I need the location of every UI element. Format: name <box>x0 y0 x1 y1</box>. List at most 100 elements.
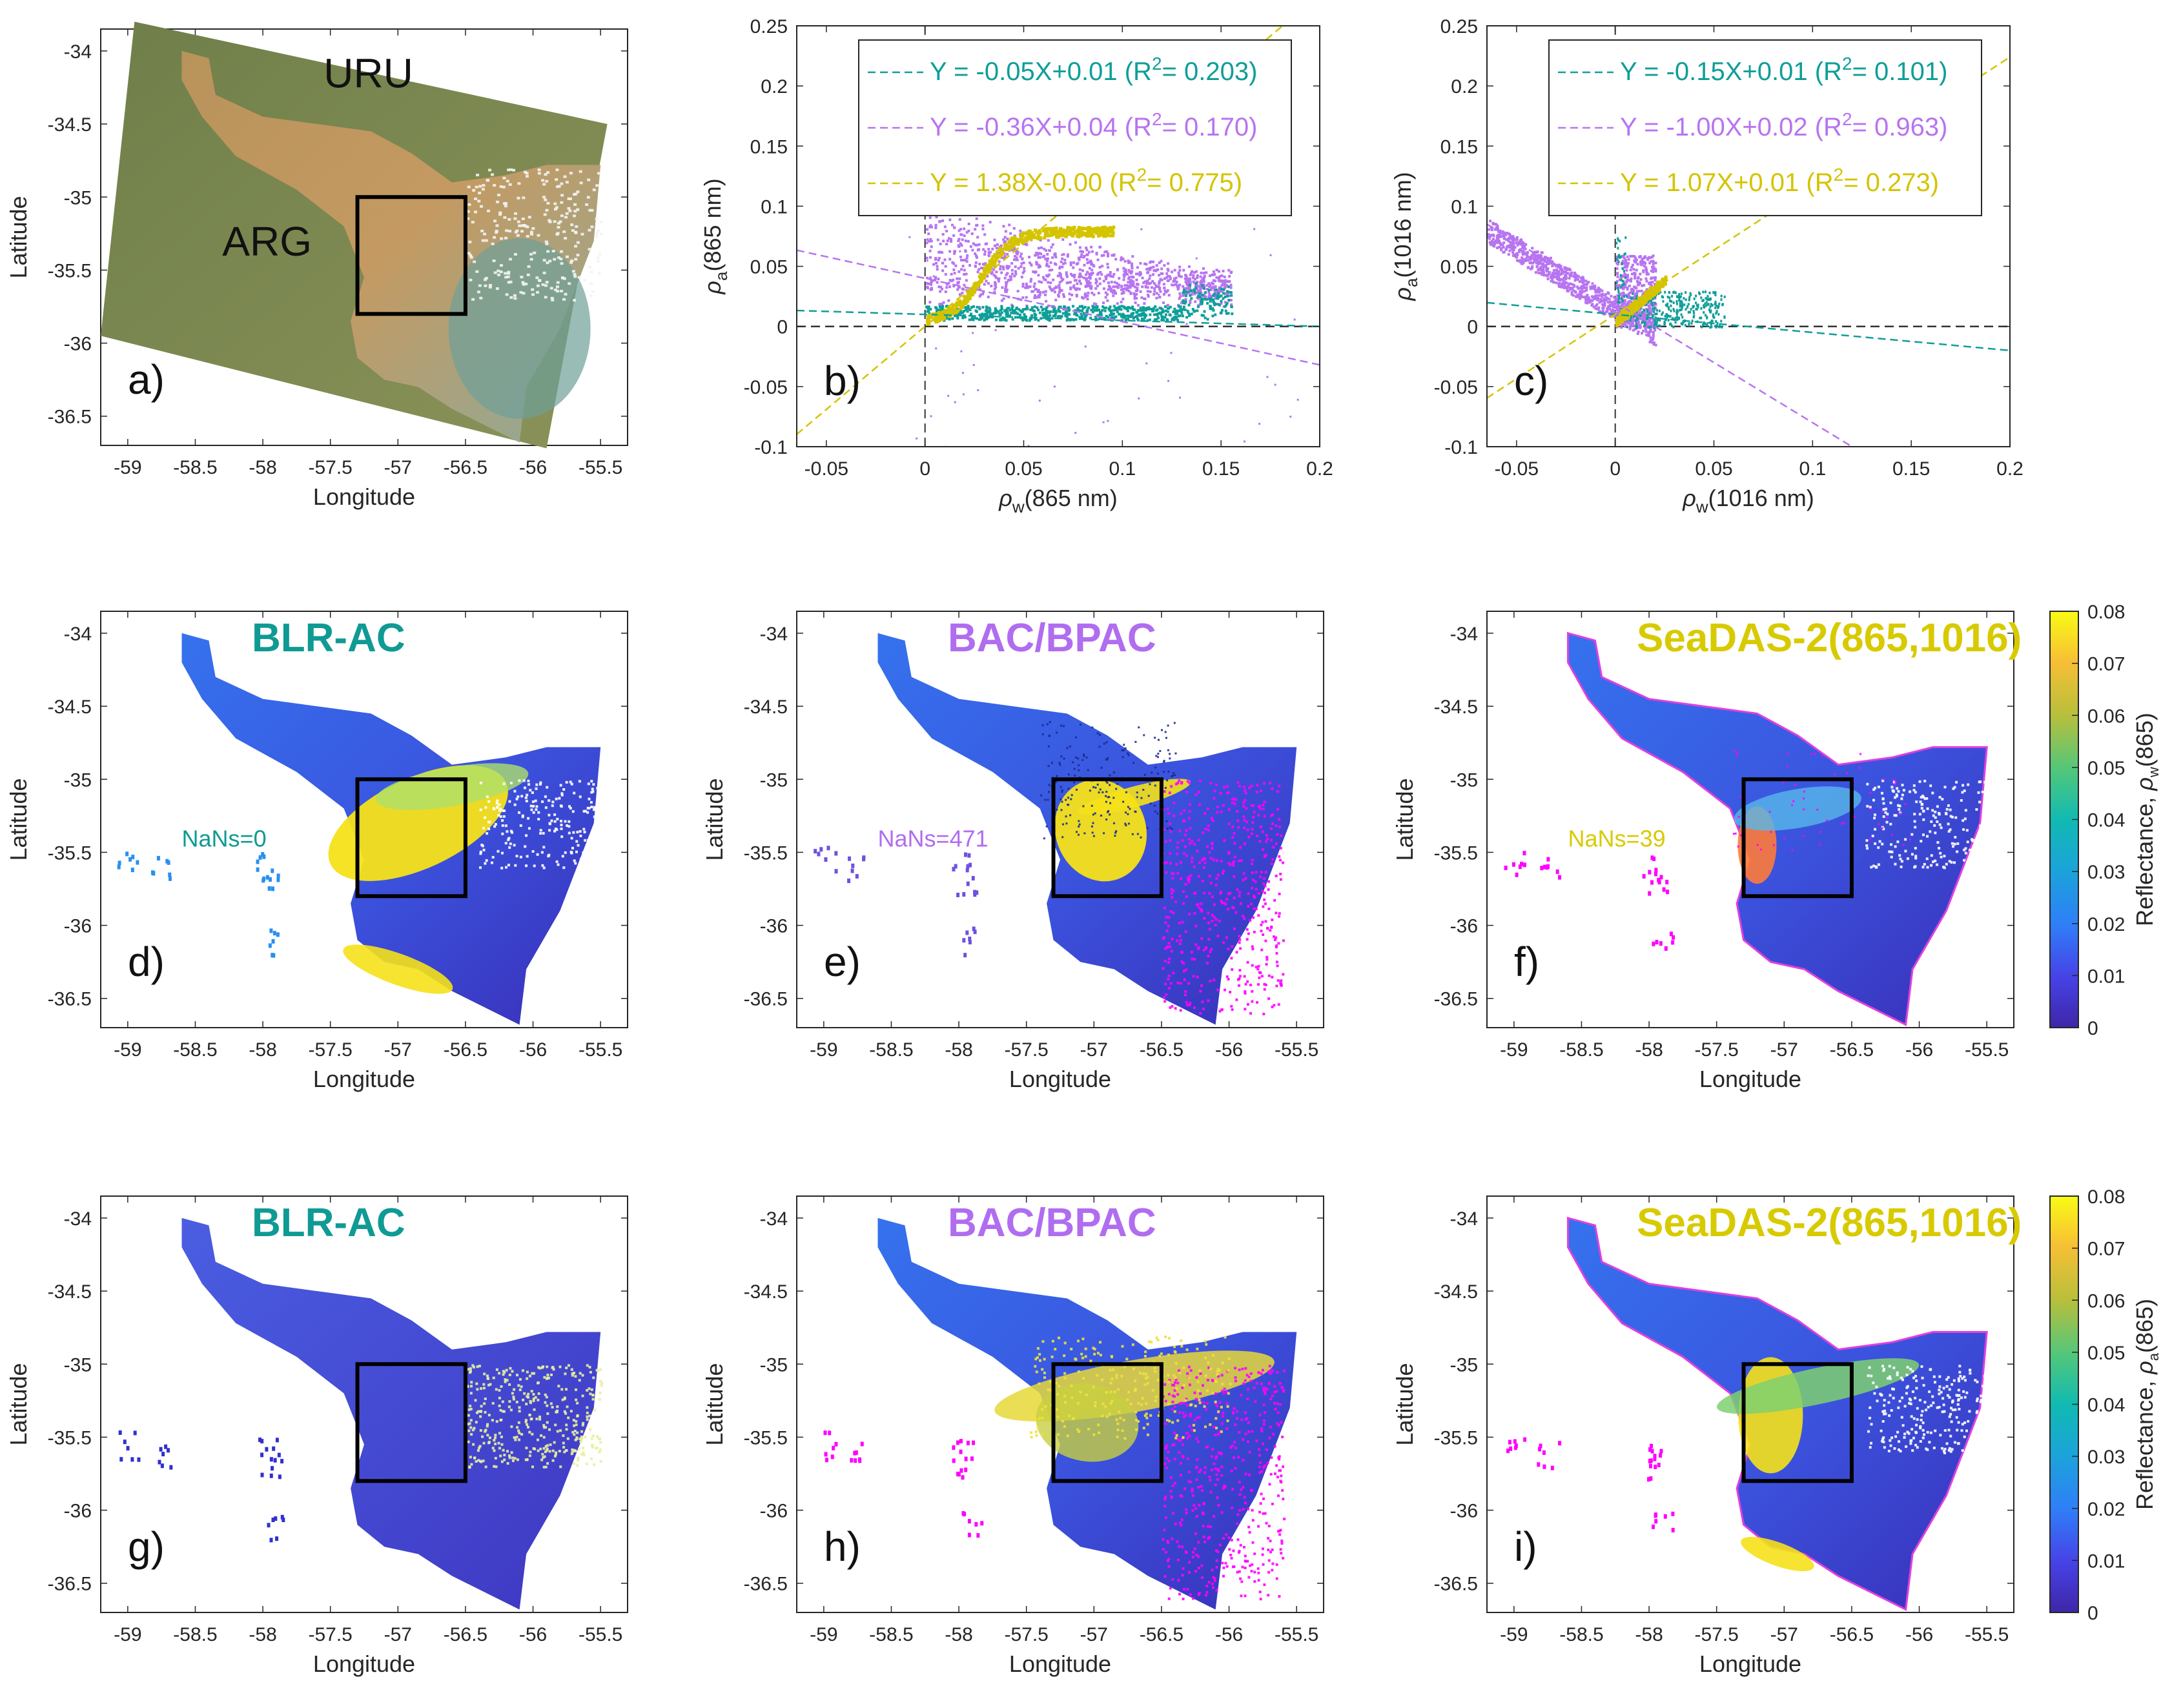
point-bac <box>1030 265 1033 267</box>
point-bac <box>1111 254 1114 257</box>
point-bac <box>1595 289 1599 292</box>
point-bac <box>1293 318 1296 321</box>
legend-equation: Y = 1.07X+0.01 (R <box>1620 168 1834 197</box>
point-seadas <box>1064 235 1068 239</box>
point-blr <box>1081 309 1084 312</box>
point-bac <box>1654 329 1657 332</box>
speckle-pixel <box>591 788 594 791</box>
inland-pixel <box>117 864 121 869</box>
point-bac <box>930 225 933 229</box>
point-bac <box>1202 278 1205 281</box>
cloud-pixel <box>509 168 513 171</box>
cloud-pixel <box>529 252 533 256</box>
point-blr <box>1653 326 1655 329</box>
x-tick-label: -56 <box>519 457 547 478</box>
cloud-pixel <box>548 220 552 223</box>
point-bac <box>1639 272 1642 276</box>
speckle-pixel <box>509 829 513 833</box>
point-bac <box>1129 272 1132 275</box>
x-axis-label: Longitude <box>313 1066 415 1092</box>
panel-d-map: -59 -58.5 -58 -57.5 -57 -56.5 -56 -55.5-34-34.5… <box>5 611 628 1092</box>
point-bac <box>987 296 990 299</box>
point-seadas <box>1066 226 1070 230</box>
point-blr <box>1697 305 1699 309</box>
cloud-pixel <box>548 219 551 222</box>
point-bac <box>1129 283 1132 286</box>
cloud-pixel <box>488 285 492 289</box>
point-blr <box>1650 299 1652 302</box>
point-seadas <box>968 296 972 300</box>
point-bac <box>1650 311 1653 314</box>
point-bac <box>994 283 997 287</box>
point-bac <box>1160 278 1163 281</box>
point-seadas <box>988 259 992 263</box>
point-seadas <box>1620 314 1624 318</box>
point-bac <box>1492 234 1495 238</box>
point-bac <box>1214 294 1217 298</box>
point-seadas <box>959 307 963 310</box>
point-bac <box>972 332 974 334</box>
point-blr <box>1620 279 1623 282</box>
point-bac <box>1598 310 1601 313</box>
point-bac <box>1136 287 1139 290</box>
point-bac <box>1634 298 1637 301</box>
speckle-pixel <box>479 782 482 784</box>
point-bac <box>1637 320 1640 323</box>
cloud-pixel <box>553 202 557 205</box>
point-bac <box>1096 273 1100 276</box>
point-bac <box>958 277 961 280</box>
speckle-pixel <box>536 853 539 856</box>
speckle-pixel <box>579 835 582 837</box>
point-bac <box>996 243 999 246</box>
point-bac <box>1083 254 1086 258</box>
cloud-pixel <box>472 188 476 192</box>
point-blr <box>1050 317 1054 320</box>
point-bac <box>1634 286 1637 289</box>
point-blr <box>1065 312 1068 316</box>
x-tick-label: 0.05 <box>1005 458 1042 480</box>
speckle-pixel <box>491 861 493 864</box>
point-blr <box>1047 315 1050 318</box>
cloud-pixel <box>474 210 478 214</box>
point-seadas <box>947 309 951 312</box>
point-bac <box>1109 274 1112 278</box>
point-bac <box>1652 331 1655 334</box>
x-tick-label: -0.05 <box>804 458 848 480</box>
point-bac <box>1136 303 1140 307</box>
point-bac <box>1623 272 1626 276</box>
point-bac <box>1595 303 1599 306</box>
point-bac <box>1603 301 1606 305</box>
point-blr <box>1619 274 1622 277</box>
point-bac <box>1631 320 1634 323</box>
cloud-pixel <box>476 174 480 177</box>
cloud-pixel <box>587 178 591 181</box>
point-bac <box>936 265 939 268</box>
cloud-pixel <box>478 191 482 194</box>
point-bac <box>1552 280 1555 283</box>
point-bac <box>1132 284 1135 287</box>
point-bac <box>1498 245 1501 249</box>
point-bac <box>1587 301 1590 304</box>
cloud-pixel <box>498 211 502 214</box>
point-bac <box>1080 282 1083 285</box>
point-bac <box>1490 243 1493 247</box>
point-bac <box>1120 288 1123 291</box>
point-blr <box>1658 309 1661 312</box>
point-bac <box>1182 287 1185 290</box>
point-bac <box>1520 242 1523 245</box>
point-blr <box>1712 314 1714 318</box>
point-blr <box>1679 302 1681 305</box>
point-bac <box>1569 288 1572 291</box>
cloud-pixel <box>486 179 489 182</box>
point-bac <box>1559 278 1562 281</box>
point-blr <box>1714 291 1717 294</box>
point-blr <box>1710 298 1712 301</box>
point-bac <box>1047 239 1050 242</box>
point-seadas <box>1070 232 1074 236</box>
point-bac <box>1110 280 1113 283</box>
cloud-pixel <box>598 253 602 256</box>
point-bac <box>941 232 945 236</box>
point-blr <box>1200 298 1203 301</box>
speckle-pixel <box>562 788 566 791</box>
point-bac <box>1511 242 1514 245</box>
